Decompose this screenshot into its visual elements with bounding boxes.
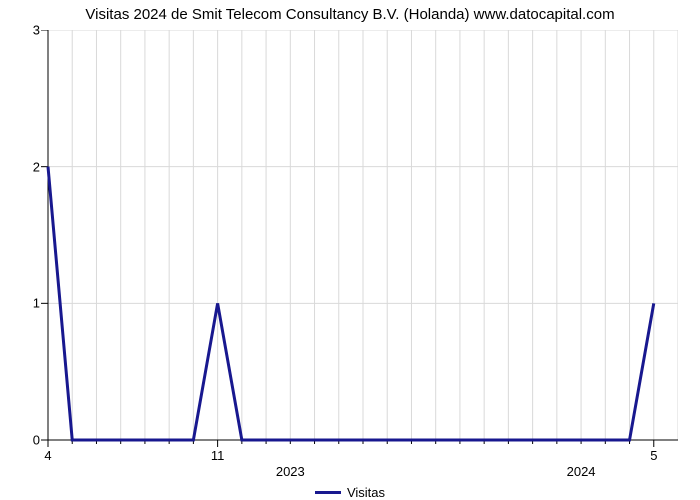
x-group-label: 2023 [276,464,305,479]
x-tick-label: 11 [211,448,225,463]
plot-area [48,30,678,440]
x-group-label: 2024 [567,464,596,479]
chart-svg [41,30,678,460]
legend-swatch [315,491,341,494]
y-tick-label: 0 [10,433,40,448]
x-tick-label: 4 [44,448,51,463]
legend-label: Visitas [347,485,385,500]
x-tick-label: 5 [650,448,657,463]
chart-container: Visitas 2024 de Smit Telecom Consultancy… [0,0,700,500]
y-tick-label: 1 [10,296,40,311]
y-tick-label: 2 [10,159,40,174]
chart-title: Visitas 2024 de Smit Telecom Consultancy… [0,6,700,23]
y-tick-label: 3 [10,23,40,38]
legend: Visitas [0,484,700,500]
